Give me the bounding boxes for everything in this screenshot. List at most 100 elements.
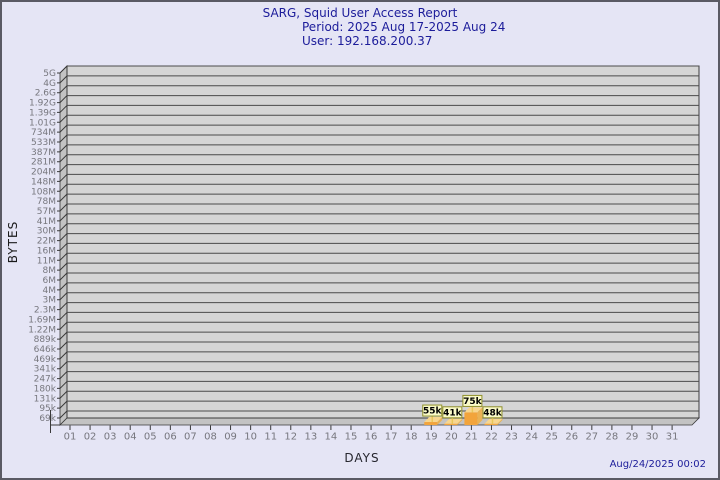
y-tick-label: 1.92G — [29, 99, 56, 109]
bar-day-20 — [444, 423, 458, 425]
x-tick-label: 10 — [244, 432, 257, 443]
generated-timestamp: Aug/24/2025 00:02 — [609, 459, 706, 470]
bar-side-face — [477, 407, 483, 425]
y-tick-label: 1.01G — [29, 118, 56, 128]
y-tick — [57, 105, 68, 113]
x-tick-label: 13 — [304, 432, 317, 443]
y-tick — [57, 272, 68, 281]
y-tick-label: 180k — [34, 384, 57, 394]
bar-side-face — [457, 418, 463, 425]
x-tick-label: 30 — [646, 432, 659, 443]
y-tick-label: 4M — [43, 286, 57, 296]
y-tick-label: 1.69M — [28, 315, 56, 325]
y-tick — [57, 312, 68, 320]
y-tick — [57, 252, 68, 261]
bar-top-face — [464, 407, 483, 413]
x-tick-label: 21 — [465, 432, 478, 443]
y-tick — [57, 410, 68, 419]
x-tick-label: 26 — [565, 432, 578, 443]
y-tick — [57, 95, 68, 104]
y-tick-label: 131k — [34, 394, 57, 404]
x-tick-label: 02 — [84, 432, 97, 443]
x-tick-label: 08 — [204, 432, 217, 443]
y-tick-label: 8M — [43, 266, 57, 276]
y-tick — [57, 390, 68, 399]
value-label: 41k — [443, 408, 463, 418]
x-tick-label: 05 — [144, 432, 157, 443]
x-tick-label: 15 — [345, 432, 358, 443]
x-tick-label: 14 — [325, 432, 338, 443]
y-tick-label: 16M — [37, 246, 56, 256]
x-tick-label: 06 — [164, 432, 177, 443]
y-tick — [57, 65, 68, 74]
y-tick — [57, 174, 68, 182]
y-tick-label: 57M — [37, 207, 56, 217]
y-tick-label: 2.3M — [34, 306, 56, 316]
y-tick-label: 734M — [31, 128, 56, 138]
y-tick — [57, 351, 68, 360]
y-tick-label: 3M — [43, 296, 57, 306]
y-tick-label: 108M — [31, 187, 56, 197]
y-tick — [57, 282, 68, 291]
plot-area — [66, 65, 700, 419]
y-tick — [57, 75, 68, 84]
y-tick-label: 22M — [37, 237, 56, 247]
y-tick-label: 247k — [34, 375, 57, 385]
value-label: 48k — [483, 408, 503, 418]
x-tick-label: 22 — [485, 432, 498, 443]
x-tick-label: 29 — [626, 432, 639, 443]
y-tick — [57, 85, 68, 94]
y-tick — [57, 144, 68, 153]
bar-day-21 — [464, 412, 478, 425]
y-tick-label: 11M — [37, 256, 56, 266]
y-tick-label: 6M — [43, 276, 57, 286]
y-tick-label: 889k — [34, 335, 57, 345]
value-label: 75k — [463, 397, 483, 407]
x-tick-label: 18 — [405, 432, 418, 443]
y-tick — [57, 223, 68, 232]
y-tick-label: 281M — [31, 158, 56, 168]
x-tick-label: 16 — [365, 432, 378, 443]
x-tick-label: 09 — [224, 432, 237, 443]
left-wall — [59, 65, 68, 426]
y-tick-label: 1.39G — [29, 108, 56, 118]
y-tick-label: 2.6G — [35, 89, 56, 99]
y-tick — [57, 233, 68, 242]
y-tick-label: 341k — [34, 365, 57, 375]
y-axis-title: BYTES — [6, 220, 20, 264]
y-tick — [57, 381, 68, 389]
x-tick-label: 07 — [184, 432, 197, 443]
y-tick — [57, 124, 68, 133]
y-tick-label: 387M — [31, 148, 56, 158]
bar-top-face — [484, 418, 503, 424]
y-tick-label: 69k — [39, 414, 56, 424]
value-label-box — [422, 404, 443, 417]
y-tick-label: 4G — [43, 79, 56, 89]
bar-side-face — [497, 418, 503, 425]
y-tick — [57, 331, 68, 340]
y-tick — [57, 400, 68, 409]
report-user: User: 192.168.200.37 — [302, 34, 433, 48]
y-tick-label: 204M — [31, 168, 56, 178]
y-tick-label: 646k — [34, 345, 57, 355]
y-tick-label: 41M — [37, 217, 56, 227]
x-tick-label: 24 — [525, 432, 538, 443]
x-tick-label: 23 — [505, 432, 518, 443]
y-tick-label: 469k — [34, 355, 57, 365]
y-tick — [57, 213, 68, 222]
x-tick-label: 27 — [585, 432, 598, 443]
y-tick — [57, 134, 68, 143]
x-tick-label: 12 — [284, 432, 297, 443]
y-tick — [57, 262, 68, 271]
y-tick — [57, 321, 68, 330]
x-tick-label: 03 — [104, 432, 117, 443]
bar-top-face — [444, 418, 463, 424]
x-tick-label: 31 — [666, 432, 679, 443]
y-tick — [57, 292, 68, 301]
value-label-box — [482, 406, 503, 419]
x-tick-label: 25 — [545, 432, 558, 443]
bar-day-22 — [484, 423, 498, 425]
y-tick — [57, 243, 68, 251]
